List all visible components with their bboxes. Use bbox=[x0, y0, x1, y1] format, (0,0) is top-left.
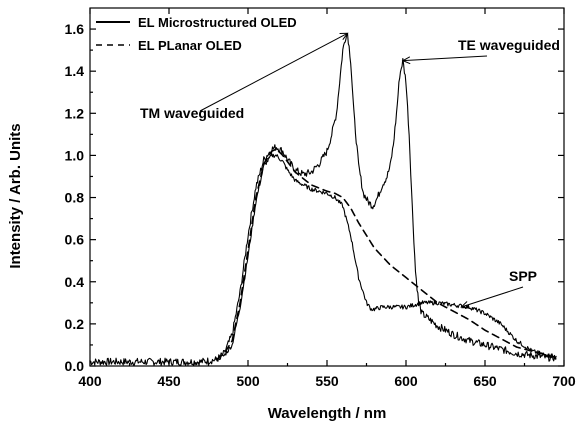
annotation-arrow bbox=[461, 286, 524, 308]
annotation-label: SPP bbox=[509, 268, 537, 284]
annotation-arrow bbox=[199, 32, 348, 112]
y-tick-label: 1.6 bbox=[65, 21, 85, 37]
annotation-label: TE waveguided bbox=[458, 37, 560, 53]
y-tick-label: 0.0 bbox=[65, 358, 85, 374]
plot-border bbox=[89, 7, 565, 367]
ticks-layer: 400 450 500 550 600 650 700 0.0 0.2 0.4 0.6 0.8 1.0 1… bbox=[65, 8, 576, 389]
legend: EL Microstructured OLED EL PLanar OLED bbox=[96, 15, 297, 53]
y-tick-label: 0.2 bbox=[65, 316, 85, 332]
x-tick-label: 450 bbox=[157, 373, 181, 389]
annotation-arrowhead bbox=[460, 301, 470, 309]
x-tick-label: 550 bbox=[315, 373, 339, 389]
series-line-1 bbox=[215, 148, 557, 361]
annotation-arrowhead bbox=[339, 32, 349, 41]
y-tick-label: 1.0 bbox=[65, 147, 85, 163]
y-axis-title: Intensity / Arb. Units bbox=[7, 123, 24, 268]
annotation-layer: TM waveguided TE waveguided SPP bbox=[140, 32, 560, 309]
y-tick-label: 0.4 bbox=[65, 274, 85, 290]
series-line-2 bbox=[215, 153, 557, 362]
y-tick-label: 0.8 bbox=[65, 190, 85, 206]
series-line-0 bbox=[89, 33, 557, 367]
annotation-label: TM waveguided bbox=[140, 105, 244, 121]
y-tick-label: 0.6 bbox=[65, 232, 85, 248]
y-tick-label: 1.2 bbox=[65, 105, 85, 121]
x-tick-label: 500 bbox=[236, 373, 260, 389]
y-tick-label: 1.4 bbox=[65, 63, 85, 79]
annotation-arrow bbox=[402, 55, 488, 62]
series-layer bbox=[89, 33, 557, 367]
x-tick-label: 650 bbox=[473, 373, 497, 389]
x-tick-label: 600 bbox=[394, 373, 418, 389]
x-tick-label: 400 bbox=[78, 373, 102, 389]
legend-label-microstructured: EL Microstructured OLED bbox=[138, 15, 297, 30]
legend-label-planar: EL PLanar OLED bbox=[138, 38, 242, 53]
x-tick-label: 700 bbox=[552, 373, 576, 389]
plot-frame bbox=[89, 7, 565, 367]
annotation-arrowhead bbox=[401, 56, 411, 65]
x-axis-title: Wavelength / nm bbox=[268, 405, 387, 422]
